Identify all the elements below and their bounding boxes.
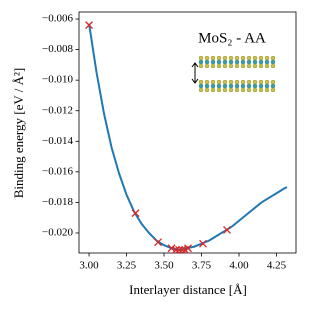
data-point — [223, 225, 231, 234]
y-tick-label: −0.012 — [42, 104, 73, 116]
plot-frame — [78, 11, 297, 254]
x-tick-label: 3.00 — [79, 260, 99, 272]
data-point — [167, 244, 176, 253]
data-point — [184, 244, 192, 253]
structure-inset — [191, 56, 276, 92]
x-tick-label: 3.50 — [154, 260, 174, 272]
data-point — [131, 209, 140, 218]
y-tick-label: −0.020 — [42, 227, 73, 239]
y-tick-label: −0.014 — [42, 135, 73, 147]
y-tick-label: −0.010 — [42, 74, 73, 86]
data-point — [172, 245, 180, 254]
y-tick-label: −0.008 — [42, 43, 73, 55]
fit-curve — [88, 23, 288, 251]
chart: MoS₂ - AA Interlayer distance [Å] Bindin… — [11, 11, 297, 297]
data-point — [154, 238, 162, 247]
y-tick-label: −0.006 — [42, 13, 73, 25]
data-point — [175, 245, 183, 254]
y-axis-label: Binding energy [eV / Å²] — [11, 68, 26, 199]
y-tick-label: −0.016 — [42, 165, 73, 177]
x-tick-label: 3.25 — [117, 260, 137, 272]
x-tick-label: 3.75 — [192, 260, 212, 272]
x-axis-label: Interlayer distance [Å] — [129, 282, 247, 297]
data-point — [178, 245, 186, 254]
y-tick-label: −0.018 — [42, 196, 73, 208]
annotation: MoS₂ - AA — [198, 30, 266, 46]
x-tick-label: 4.00 — [229, 260, 249, 272]
data-point — [85, 21, 94, 30]
data-point — [199, 239, 207, 248]
x-tick-label: 4.25 — [267, 260, 287, 272]
